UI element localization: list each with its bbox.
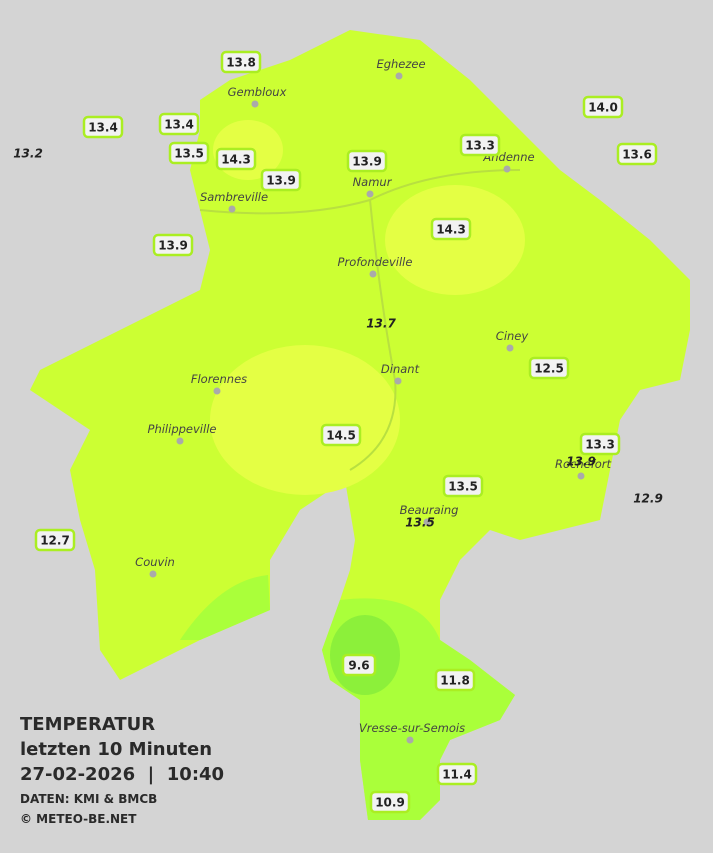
station-value: 13.6 <box>622 148 652 162</box>
city-dot <box>423 518 431 526</box>
station-value: 13.5 <box>405 516 435 530</box>
city-label: Ciney <box>496 329 529 343</box>
city-dot <box>577 472 585 480</box>
city-label: Gembloux <box>228 85 287 99</box>
city-dot <box>228 205 236 213</box>
city-label: Beauraing <box>400 503 459 517</box>
station-box <box>528 356 570 380</box>
city-dot <box>395 72 403 80</box>
datetime: 27-02-2026 | 10:40 <box>20 764 224 785</box>
river <box>349 199 397 471</box>
city-label: Rochefort <box>555 457 612 471</box>
title: TEMPERATUR <box>20 714 155 735</box>
cool-zone <box>180 575 270 640</box>
station-value: 14.3 <box>221 153 251 167</box>
city-dot <box>213 387 221 395</box>
city-label: Eghezee <box>376 57 425 71</box>
subtitle: letzten 10 Minuten <box>20 739 212 760</box>
city-label: Profondeville <box>338 255 413 269</box>
city-dot <box>503 165 511 173</box>
station-value: 13.4 <box>88 121 118 135</box>
city-label: Couvin <box>135 555 175 569</box>
station-value: 11.8 <box>440 674 470 688</box>
city-label: Philippeville <box>148 422 217 436</box>
station-value: 14.5 <box>326 429 356 443</box>
station-value: 13.9 <box>266 174 296 188</box>
station-value: 13.2 <box>13 147 43 161</box>
station-value: 13.8 <box>226 56 256 70</box>
station-box <box>168 141 210 165</box>
station-box <box>582 95 624 119</box>
station-value: 13.9 <box>158 239 188 253</box>
station-box <box>215 147 257 171</box>
city-dot <box>149 570 157 578</box>
city-label: Florennes <box>191 372 247 386</box>
station-box <box>430 217 472 241</box>
station-box <box>152 233 194 257</box>
city-dot <box>251 100 259 108</box>
station-value: 13.9 <box>566 455 596 469</box>
station-value: 9.6 <box>348 659 369 673</box>
station-box <box>82 115 124 139</box>
station-value: 13.5 <box>448 480 478 494</box>
station-box <box>616 142 658 166</box>
station-box <box>369 790 411 814</box>
station-value: 13.3 <box>465 139 495 153</box>
station-box <box>34 528 76 552</box>
city-label: Namur <box>353 175 393 189</box>
station-value: 14.0 <box>588 101 618 115</box>
warm-zone <box>210 345 400 495</box>
station-value: 13.3 <box>585 438 615 452</box>
city-dot <box>506 344 514 352</box>
station-box <box>260 168 302 192</box>
station-value: 13.7 <box>366 317 396 331</box>
station-value: 11.4 <box>442 768 472 782</box>
station-box <box>459 133 501 157</box>
station-value: 12.5 <box>534 362 564 376</box>
station-value: 12.9 <box>633 492 663 506</box>
station-box <box>158 112 200 136</box>
station-value: 13.5 <box>174 147 204 161</box>
city-label: Dinant <box>381 362 420 376</box>
city-dot <box>406 736 414 744</box>
station-box <box>436 762 478 786</box>
station-box <box>442 474 484 498</box>
city-dot <box>366 190 374 198</box>
city-dot <box>176 437 184 445</box>
station-value: 12.7 <box>40 534 70 548</box>
copyright: © METEO-BE.NET <box>20 812 137 826</box>
station-box <box>579 432 621 456</box>
source: DATEN: KMI & BMCB <box>20 792 157 806</box>
station-value: 14.3 <box>436 223 466 237</box>
station-box <box>320 423 362 447</box>
station-box <box>346 149 388 173</box>
station-value: 13.9 <box>352 155 382 169</box>
city-dot <box>394 377 402 385</box>
city-dot <box>369 270 377 278</box>
station-box <box>341 653 377 677</box>
city-label: Vresse-sur-Semois <box>359 721 465 735</box>
city-label: Sambreville <box>200 190 268 204</box>
station-box <box>220 50 262 74</box>
station-value: 10.9 <box>375 796 405 810</box>
station-value: 13.4 <box>164 118 194 132</box>
station-box <box>434 668 476 692</box>
